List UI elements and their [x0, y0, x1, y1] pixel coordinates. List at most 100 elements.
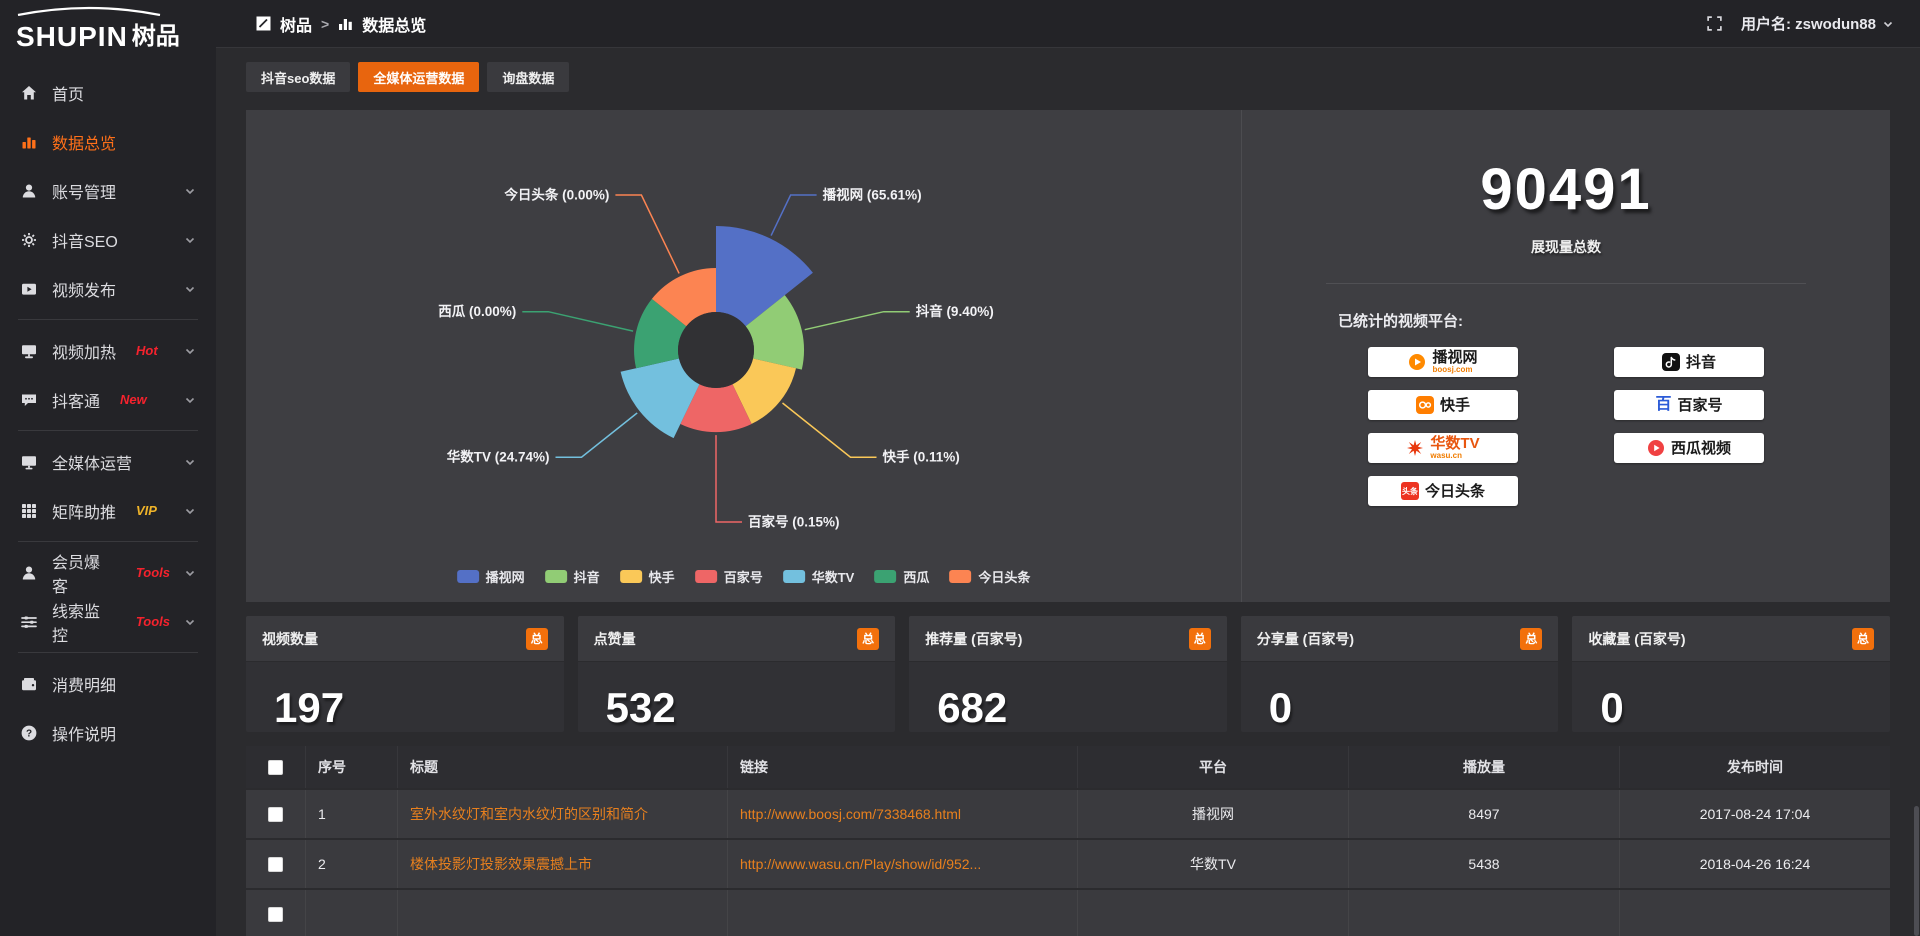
breadcrumb-page-icon: [338, 16, 353, 31]
pie-center-hole: [678, 312, 754, 388]
topbar-right: 用户名: zswodun88: [1706, 13, 1894, 34]
video-link[interactable]: http://www.boosj.com/7338468.html: [740, 806, 962, 822]
legend-item-西瓜[interactable]: 西瓜: [874, 567, 929, 586]
platform-badge-wasu[interactable]: 华数TV wasu.cn: [1368, 433, 1518, 463]
row-cell-platform: [1078, 890, 1349, 936]
pie-slice-华数TV[interactable]: [620, 358, 700, 439]
user-menu[interactable]: 用户名: zswodun88: [1741, 13, 1894, 34]
pie-slice-抖音[interactable]: [745, 295, 805, 370]
total-badge[interactable]: 总: [1520, 627, 1543, 650]
row-cell-no: 2: [306, 840, 398, 888]
total-badge[interactable]: 总: [857, 627, 880, 650]
pie-label-line: [715, 435, 742, 523]
sidebar-item-chart[interactable]: 数据总览: [0, 117, 216, 166]
wallet-icon: [20, 675, 38, 693]
pie-slice-西瓜[interactable]: [634, 298, 687, 369]
sidebar-item-wallet[interactable]: 消费明细: [0, 659, 216, 708]
platform-badge-boosj[interactable]: 播视网 boosj.com: [1368, 347, 1518, 377]
row-checkbox[interactable]: [268, 806, 283, 822]
total-badge[interactable]: 总: [1851, 627, 1874, 650]
chart-icon: [20, 133, 38, 151]
sidebar-item-tag: New: [120, 392, 147, 407]
platform-badge-xigua[interactable]: 西瓜视频: [1614, 433, 1764, 463]
platform-badge-douyin[interactable]: 抖音: [1614, 347, 1764, 377]
legend-item-百家号[interactable]: 百家号: [694, 567, 763, 586]
stat-card-4: 分享量 (百家号) 总 0: [1240, 616, 1559, 732]
sidebar-item-user[interactable]: 账号管理: [0, 166, 216, 215]
sliders-icon: [20, 613, 38, 631]
legend-item-今日头条[interactable]: 今日头条: [949, 567, 1030, 586]
pie-slice-播视网[interactable]: [716, 226, 813, 327]
video-title[interactable]: 室外水纹灯和室内水纹灯的区别和简介: [410, 806, 648, 822]
user-icon: [20, 182, 38, 200]
platform-name: 华数TV: [1430, 435, 1480, 452]
row-cell-plays: 5438: [1349, 840, 1620, 888]
select-all-checkbox[interactable]: [268, 759, 283, 775]
pie-slice-今日头条[interactable]: [651, 268, 716, 327]
header-cell-platform: 平台: [1078, 746, 1349, 788]
row-cell-no: [306, 890, 398, 936]
row-checkbox[interactable]: [268, 906, 283, 922]
sidebar-item-chat[interactable]: 抖客通 New: [0, 375, 216, 424]
row-cell-time: [1620, 890, 1890, 936]
platform-badge-toutiao[interactable]: 头条 今日头条: [1368, 476, 1518, 506]
table-row-partial: [246, 890, 1890, 936]
breadcrumb-app[interactable]: 树品: [280, 17, 313, 35]
home-icon: [20, 84, 38, 102]
chevron-down-icon: [184, 567, 196, 579]
video-link[interactable]: http://www.wasu.cn/Play/show/id/952...: [740, 856, 982, 872]
chart-legend: 播视网 抖音 快手 百家号 华数TV 西瓜 今日头条: [456, 567, 1030, 586]
legend-label: 快手: [648, 570, 675, 585]
app-logo[interactable]: SHUPIN 树品: [0, 0, 216, 58]
logo-text-cn: 树品: [131, 23, 180, 50]
stat-card-header: 推荐量 (百家号) 总: [909, 616, 1227, 662]
total-badge[interactable]: 总: [525, 627, 548, 650]
fullscreen-icon[interactable]: [1706, 15, 1723, 32]
person-icon: [20, 564, 38, 582]
scrollbar-thumb[interactable]: [1914, 806, 1919, 936]
sidebar-item-gear[interactable]: 抖音SEO: [0, 215, 216, 264]
sidebar-item-video[interactable]: 视频发布: [0, 264, 216, 313]
sidebar-item-monitor[interactable]: 全媒体运营: [0, 437, 216, 486]
row-cell-no: 1: [306, 790, 398, 838]
sidebar-item-sliders[interactable]: 线索监控 Tools: [0, 597, 216, 646]
row-checkbox[interactable]: [268, 856, 283, 872]
pie-label: 播视网 (65.61%): [823, 187, 922, 203]
chevron-down-icon: [184, 505, 196, 517]
legend-item-快手[interactable]: 快手: [619, 567, 675, 586]
sidebar-item-home[interactable]: 首页: [0, 68, 216, 117]
video-icon: [20, 280, 38, 298]
sidebar-item-person[interactable]: 会员爆客 Tools: [0, 548, 216, 597]
chat-icon: [20, 391, 38, 409]
sidebar-item-heat[interactable]: 视频加热 Hot: [0, 326, 216, 375]
pie-label-line: [770, 194, 817, 236]
header-cell-time: 发布时间: [1727, 759, 1783, 775]
tab-1[interactable]: 抖音seo数据: [246, 62, 351, 92]
stat-card-value: 0: [1268, 684, 1293, 731]
stat-card-label: 视频数量: [262, 630, 318, 647]
tab-3[interactable]: 询盘数据: [487, 62, 570, 92]
platform-badge-baijiahao[interactable]: 百百家号: [1614, 390, 1764, 420]
row-cell-platform: 播视网: [1078, 790, 1349, 838]
legend-item-华数TV[interactable]: 华数TV: [782, 567, 854, 586]
legend-swatch: [782, 570, 805, 583]
pie-label: 今日头条 (0.00%): [504, 187, 609, 203]
sidebar-item-label: 消费明细: [52, 677, 117, 695]
legend-item-抖音[interactable]: 抖音: [544, 567, 600, 586]
sidebar-item-label: 全媒体运营: [52, 455, 133, 473]
total-badge[interactable]: 总: [1188, 627, 1211, 650]
sidebar-divider: [18, 430, 198, 431]
platform-badge-kuaishou[interactable]: 快手: [1368, 390, 1518, 420]
platform-name: 抖音: [1685, 353, 1716, 371]
legend-item-播视网[interactable]: 播视网: [456, 567, 525, 586]
chevron-down-icon: [184, 456, 196, 468]
main-content: 抖音seo数据 全媒体运营数据 询盘数据 播视网 (65.61%) 抖音 (9.40%…: [216, 48, 1920, 936]
header-cell-check: [246, 746, 306, 788]
pie-slice-百家号[interactable]: [680, 384, 752, 433]
stat-card-2: 点赞量 总 532: [577, 616, 896, 732]
video-title[interactable]: 楼体投影灯投影效果震撼上市: [410, 856, 592, 872]
tab-2[interactable]: 全媒体运营数据: [358, 62, 480, 92]
sidebar-item-question[interactable]: ? 操作说明: [0, 708, 216, 757]
sidebar-item-grid[interactable]: 矩阵助推 VIP: [0, 486, 216, 535]
pie-slice-快手[interactable]: [732, 358, 797, 424]
